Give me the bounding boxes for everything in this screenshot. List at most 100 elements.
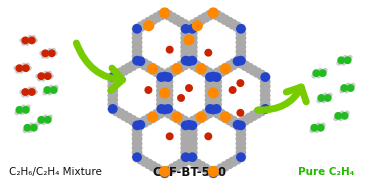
Circle shape bbox=[209, 109, 217, 116]
Circle shape bbox=[239, 57, 246, 64]
Circle shape bbox=[153, 111, 160, 118]
Circle shape bbox=[133, 43, 141, 50]
Circle shape bbox=[182, 131, 189, 138]
Circle shape bbox=[198, 116, 205, 123]
Circle shape bbox=[174, 164, 181, 171]
Circle shape bbox=[163, 92, 170, 99]
Circle shape bbox=[161, 9, 168, 16]
Circle shape bbox=[141, 160, 147, 167]
Circle shape bbox=[260, 96, 267, 103]
Circle shape bbox=[122, 68, 129, 75]
Circle shape bbox=[218, 68, 225, 75]
Circle shape bbox=[15, 64, 23, 72]
Circle shape bbox=[234, 61, 242, 68]
Circle shape bbox=[310, 124, 318, 132]
Circle shape bbox=[132, 39, 139, 46]
Circle shape bbox=[141, 21, 149, 28]
Circle shape bbox=[173, 66, 180, 73]
Circle shape bbox=[235, 57, 242, 64]
Circle shape bbox=[111, 83, 118, 90]
Circle shape bbox=[146, 62, 153, 69]
Circle shape bbox=[239, 120, 245, 127]
Circle shape bbox=[178, 17, 185, 24]
Circle shape bbox=[189, 122, 196, 129]
Circle shape bbox=[132, 57, 139, 64]
Circle shape bbox=[211, 8, 218, 15]
Circle shape bbox=[159, 166, 170, 177]
Circle shape bbox=[161, 73, 168, 80]
Circle shape bbox=[344, 88, 349, 93]
Circle shape bbox=[215, 92, 222, 99]
Circle shape bbox=[160, 168, 167, 175]
Circle shape bbox=[201, 167, 208, 174]
Circle shape bbox=[323, 93, 328, 98]
Circle shape bbox=[347, 84, 355, 92]
Circle shape bbox=[163, 73, 170, 80]
Circle shape bbox=[186, 121, 192, 128]
Circle shape bbox=[237, 30, 245, 37]
Circle shape bbox=[162, 71, 169, 78]
Circle shape bbox=[152, 68, 159, 75]
Circle shape bbox=[136, 145, 143, 152]
Circle shape bbox=[195, 117, 202, 124]
Circle shape bbox=[229, 158, 237, 165]
Circle shape bbox=[130, 64, 137, 71]
Circle shape bbox=[163, 105, 170, 112]
Circle shape bbox=[189, 136, 196, 143]
Circle shape bbox=[156, 110, 164, 117]
Circle shape bbox=[263, 72, 270, 79]
Circle shape bbox=[107, 96, 115, 103]
Circle shape bbox=[191, 25, 198, 32]
Circle shape bbox=[138, 120, 144, 127]
Circle shape bbox=[317, 94, 325, 102]
Circle shape bbox=[158, 78, 165, 85]
Circle shape bbox=[250, 112, 257, 119]
Circle shape bbox=[213, 166, 220, 173]
Circle shape bbox=[204, 74, 212, 81]
Circle shape bbox=[133, 136, 141, 143]
Circle shape bbox=[245, 66, 252, 73]
Circle shape bbox=[170, 12, 177, 19]
Circle shape bbox=[133, 60, 140, 67]
Circle shape bbox=[211, 87, 218, 94]
Circle shape bbox=[28, 36, 36, 44]
Circle shape bbox=[180, 157, 187, 164]
Circle shape bbox=[21, 105, 26, 109]
Circle shape bbox=[109, 96, 116, 103]
Circle shape bbox=[36, 120, 42, 125]
Circle shape bbox=[171, 63, 183, 74]
Circle shape bbox=[157, 107, 164, 114]
Circle shape bbox=[210, 109, 217, 116]
Circle shape bbox=[133, 122, 141, 129]
Circle shape bbox=[146, 117, 153, 124]
Circle shape bbox=[208, 96, 215, 103]
Circle shape bbox=[215, 96, 222, 103]
Circle shape bbox=[166, 74, 174, 81]
Circle shape bbox=[166, 78, 174, 85]
Circle shape bbox=[220, 63, 231, 74]
Circle shape bbox=[215, 107, 222, 114]
Circle shape bbox=[237, 131, 245, 138]
Circle shape bbox=[176, 117, 183, 124]
Circle shape bbox=[262, 101, 269, 108]
Circle shape bbox=[182, 122, 189, 129]
Circle shape bbox=[166, 10, 173, 17]
Circle shape bbox=[237, 152, 243, 159]
Circle shape bbox=[197, 66, 203, 73]
Circle shape bbox=[217, 67, 224, 74]
Circle shape bbox=[164, 166, 171, 173]
Circle shape bbox=[195, 62, 202, 69]
Circle shape bbox=[14, 110, 20, 115]
Circle shape bbox=[204, 105, 212, 112]
Circle shape bbox=[164, 105, 172, 112]
Circle shape bbox=[153, 14, 160, 21]
Circle shape bbox=[187, 122, 194, 129]
Circle shape bbox=[171, 111, 178, 118]
Circle shape bbox=[186, 61, 193, 68]
Circle shape bbox=[212, 72, 222, 82]
Circle shape bbox=[109, 87, 116, 94]
Circle shape bbox=[138, 58, 146, 65]
Circle shape bbox=[191, 121, 197, 128]
Circle shape bbox=[182, 154, 189, 161]
Circle shape bbox=[233, 59, 240, 66]
